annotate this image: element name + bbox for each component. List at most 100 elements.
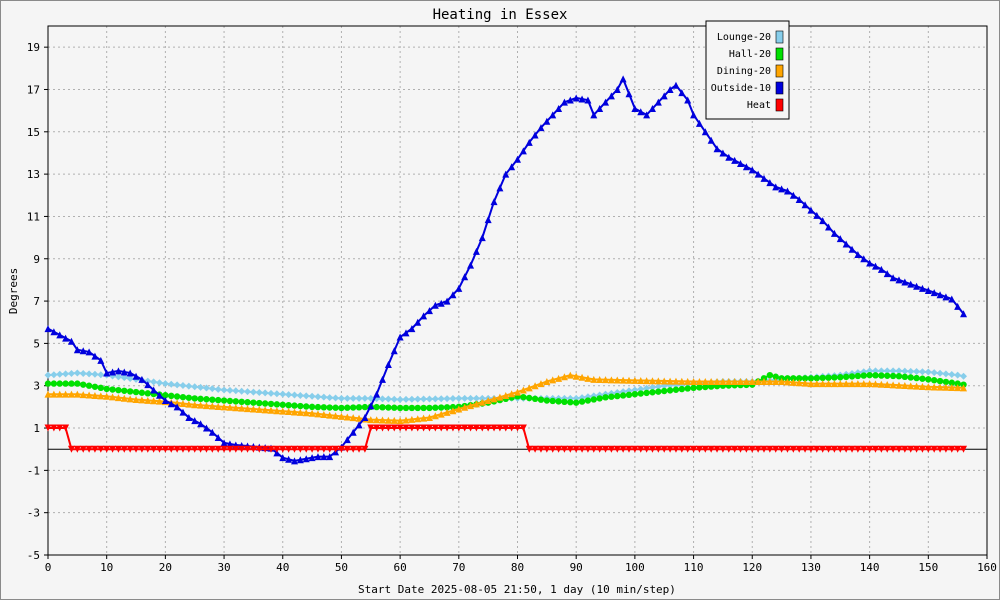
data-point [238, 398, 245, 406]
y-tick-label: 7 [33, 295, 40, 308]
data-point [825, 223, 833, 231]
data-point [478, 398, 486, 406]
data-point [62, 424, 70, 432]
data-point [666, 387, 674, 394]
data-point [936, 445, 944, 453]
data-point [883, 367, 891, 375]
data-point [79, 369, 87, 377]
data-point [901, 382, 909, 390]
data-point [842, 445, 850, 453]
data-point [285, 445, 293, 453]
data-point [156, 391, 164, 399]
data-point [202, 424, 210, 432]
data-point [67, 337, 75, 345]
data-point [408, 424, 416, 432]
data-point [596, 376, 604, 384]
data-point [883, 445, 891, 453]
data-point [132, 372, 140, 380]
data-point [578, 398, 586, 405]
data-point [772, 373, 779, 380]
data-point [144, 390, 151, 397]
data-point [884, 372, 891, 379]
data-point [349, 428, 357, 436]
data-point [425, 307, 433, 315]
data-point [543, 377, 551, 385]
data-point [754, 377, 762, 385]
data-point [379, 395, 387, 403]
data-point [103, 385, 110, 393]
data-point [361, 445, 369, 453]
data-point [285, 455, 293, 463]
legend-swatch-lounge-20 [775, 30, 784, 44]
data-point [355, 394, 363, 402]
data-point [214, 385, 222, 393]
y-tick-label: -5 [27, 549, 40, 562]
data-point [209, 396, 216, 403]
data-point [320, 445, 328, 453]
data-point [660, 445, 668, 453]
data-point [502, 391, 510, 399]
data-point [737, 160, 745, 168]
data-point [467, 424, 475, 432]
data-point [384, 395, 392, 403]
data-point [302, 455, 310, 463]
data-point [44, 380, 52, 387]
data-point [267, 400, 275, 408]
data-point [654, 98, 662, 106]
data-point [79, 445, 87, 453]
data-point [695, 445, 703, 453]
data-point [807, 206, 815, 214]
data-point [255, 388, 263, 396]
data-point [643, 389, 650, 397]
data-point [431, 424, 439, 432]
data-point [684, 377, 692, 385]
data-point [637, 445, 645, 453]
data-point [625, 445, 633, 453]
data-point [73, 346, 81, 354]
data-point [191, 417, 199, 425]
data-point [308, 392, 316, 400]
data-point [220, 439, 228, 447]
data-point [379, 424, 387, 432]
data-point [361, 413, 369, 421]
data-point [138, 375, 146, 383]
data-point [701, 445, 709, 453]
data-point [643, 445, 651, 453]
data-point [707, 445, 715, 453]
data-point [44, 325, 52, 333]
data-point [308, 445, 316, 453]
data-point [208, 445, 216, 453]
data-point [197, 395, 204, 403]
data-point [120, 394, 128, 402]
data-point [789, 445, 797, 453]
data-point [355, 414, 363, 422]
data-point [549, 445, 557, 453]
data-point [156, 445, 164, 453]
data-point [572, 399, 580, 406]
data-point [185, 394, 193, 401]
data-point [73, 369, 81, 377]
data-point [73, 390, 81, 398]
data-point [97, 371, 105, 379]
data-point [496, 393, 504, 401]
data-point [367, 416, 375, 424]
data-point [560, 445, 568, 453]
data-point [631, 390, 639, 398]
data-point [801, 375, 809, 382]
data-point [279, 390, 287, 398]
data-point [766, 179, 774, 187]
data-point [249, 445, 257, 453]
data-point [232, 404, 240, 412]
data-point [672, 386, 680, 393]
data-point [425, 413, 433, 421]
data-point [255, 405, 263, 413]
data-point [290, 457, 298, 465]
data-point [484, 216, 492, 224]
data-point [719, 149, 727, 157]
legend-label-hall-20: Hall-20 [729, 49, 771, 60]
data-point [848, 245, 856, 253]
x-tick-label: 160 [977, 561, 997, 574]
data-point [842, 240, 850, 248]
data-point [695, 119, 703, 127]
